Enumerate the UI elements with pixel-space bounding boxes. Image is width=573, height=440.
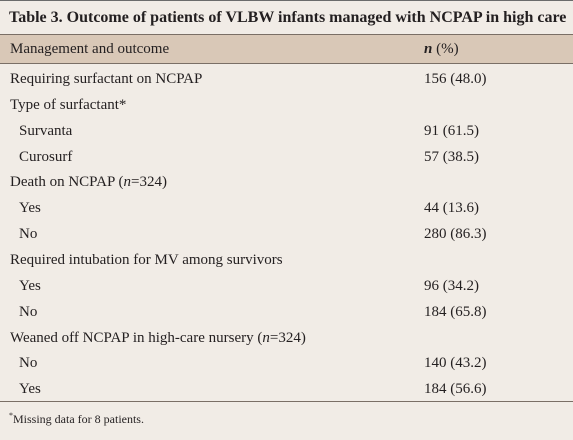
table-row: Survanta 91 (61.5) — [0, 118, 573, 144]
table-header-row: Management and outcome n (%) — [0, 34, 573, 64]
row-label: Survanta — [19, 122, 73, 139]
row-label: Curosurf — [19, 148, 73, 165]
row-value: 57 (38.5) — [424, 148, 479, 165]
row-value: 184 (65.8) — [424, 303, 487, 320]
row-label: No — [19, 226, 38, 243]
row-value: 44 (13.6) — [424, 200, 479, 217]
row-label: Requiring surfactant on NCPAP — [10, 71, 203, 87]
table-row: Yes 96 (34.2) — [0, 273, 573, 299]
table-row: Required intubation for MV among survivo… — [0, 247, 573, 273]
header-percent: (%) — [432, 41, 459, 57]
table-row: No 184 (65.8) — [0, 299, 573, 325]
header-management-outcome: Management and outcome — [10, 41, 170, 57]
table-title: Table 3. Outcome of patients of VLBW inf… — [9, 9, 567, 26]
table-row: No 280 (86.3) — [0, 221, 573, 247]
header-n-percent: n (%) — [424, 35, 459, 63]
table-bottom-rule — [0, 401, 573, 402]
row-label: Yes — [19, 381, 41, 398]
row-value: 184 (56.6) — [424, 381, 487, 398]
table-row: Yes 184 (56.6) — [0, 376, 573, 402]
row-value: 140 (43.2) — [424, 355, 487, 372]
table-row: Yes 44 (13.6) — [0, 195, 573, 221]
row-label: No — [19, 355, 38, 372]
table-row: Weaned off NCPAP in high-care nursery (n… — [0, 325, 573, 351]
row-value: 91 (61.5) — [424, 122, 479, 139]
row-label: Death on NCPAP (n=324) — [10, 174, 167, 191]
table-row: Death on NCPAP (n=324) — [0, 169, 573, 195]
row-label: Required intubation for MV among survivo… — [10, 251, 283, 268]
row-label: No — [19, 303, 38, 320]
table-row: Curosurf 57 (38.5) — [0, 144, 573, 170]
row-label: Yes — [19, 200, 41, 217]
table-row: No 140 (43.2) — [0, 350, 573, 376]
table-footnote: *Missing data for 8 patients. — [9, 411, 144, 426]
table-row: Type of surfactant* — [0, 92, 573, 118]
row-label: Weaned off NCPAP in high-care nursery (n… — [10, 329, 306, 346]
row-label: Yes — [19, 277, 41, 294]
table-row: Requiring surfactant on NCPAP 156 (48.0) — [0, 66, 573, 92]
row-value: 280 (86.3) — [424, 226, 487, 243]
row-value: 156 (48.0) — [424, 71, 487, 87]
row-value: 96 (34.2) — [424, 277, 479, 294]
row-label: Type of surfactant* — [10, 96, 127, 113]
header-n-italic: n — [424, 41, 433, 57]
